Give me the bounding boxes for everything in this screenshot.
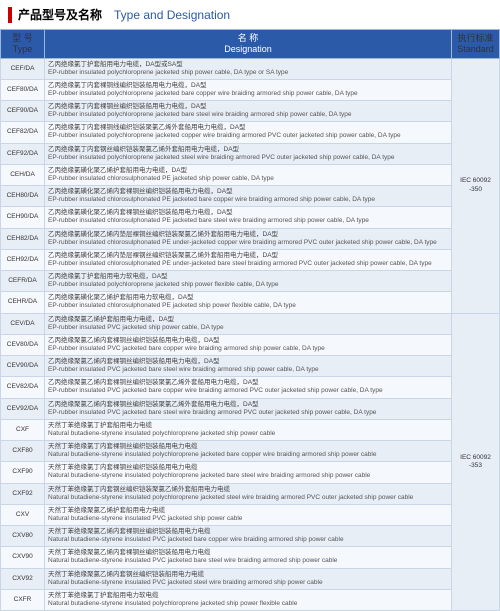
designation-cell: 乙丙绝缘氯丁护套船用电力软电缆，DA型EP-rubber insulated p… (45, 271, 452, 292)
table-row: CEH82/DA乙丙绝缘氯磺化聚乙烯内垫层裸铜丝编织铠装聚氯乙烯外套船用电力电缆… (1, 228, 500, 249)
accent-bar (8, 7, 12, 23)
table-row: CXV90天然丁苯绝缘聚氯乙烯内套裸钢丝编织铠装船用电力电缆Natural bu… (1, 547, 500, 568)
type-cell: CXF90 (1, 462, 45, 483)
title-cn: 产品型号及名称 (18, 6, 102, 23)
table-row: CEF92/DA乙丙绝缘氯丁内套钢丝编织铠装聚氯乙烯外套船用电力电缆，DA型EP… (1, 143, 500, 164)
table-row: CEF80/DA乙丙绝缘氯丁内套裸铜线编织铠装船用电力电缆，DA型EP-rubb… (1, 79, 500, 100)
table-row: CXF80天然丁苯绝缘氯丁内套裸铜丝编织铠装船用电力电缆Natural buta… (1, 441, 500, 462)
designation-cell: 天然丁苯绝缘氯丁护套船用电力电缆Natural butadiene-styren… (45, 419, 452, 440)
designation-cell: 乙丙绝缘聚氯乙烯护套船用电力电缆，DA型EP-rubber insulated … (45, 313, 452, 334)
table-header-row: 型 号Type 名 称Designation 执行标准Standard (1, 30, 500, 59)
designation-cell: 乙丙绝缘氯丁内套裸铜线编织铠装聚氯乙烯外套船用电力电缆，DA型EP-rubber… (45, 122, 452, 143)
designation-cell: 天然丁苯绝缘氯丁内套裸铜丝编织铠装船用电力电缆Natural butadiene… (45, 441, 452, 462)
type-cell: CEH80/DA (1, 186, 45, 207)
table-row: CEH/DA乙丙绝缘氯磺化聚乙烯护套船用电力电缆，DA型EP-rubber in… (1, 164, 500, 185)
type-cell: CEH82/DA (1, 228, 45, 249)
type-cell: CEV92/DA (1, 398, 45, 419)
type-cell: CXV90 (1, 547, 45, 568)
table-row: CEH90/DA乙丙绝缘氯磺化聚乙烯内套裸钢丝编织铠装船用电力电缆，DA型EP-… (1, 207, 500, 228)
table-row: CXF天然丁苯绝缘氯丁护套船用电力电缆Natural butadiene-sty… (1, 419, 500, 440)
designation-cell: 乙丙绝缘氯丁内套钢丝编织铠装聚氯乙烯外套船用电力电缆，DA型EP-rubber … (45, 143, 452, 164)
table-row: CEV82/DA乙丙绝缘聚氯乙烯内套裸铜丝编织铠装聚氯乙烯外套船用电力电缆，DA… (1, 377, 500, 398)
type-cell: CEF80/DA (1, 79, 45, 100)
col-desig-header: 名 称Designation (45, 30, 452, 59)
type-cell: CEF90/DA (1, 101, 45, 122)
designation-cell: 乙丙绝缘聚氯乙烯内套裸铜丝编织铠装船用电力电缆，DA型EP-rubber ins… (45, 334, 452, 355)
designation-cell: 乙丙绝缘氯丁内套裸钢丝编织铠装船用电力电缆，DA型EP-rubber insul… (45, 101, 452, 122)
standard-cell: IEC 60092 -353 (452, 313, 500, 611)
table-row: CXFR天然丁苯绝缘氯丁护套船用电力软电缆Natural butadiene-s… (1, 589, 500, 610)
standard-cell: IEC 60092 -350 (452, 58, 500, 313)
type-cell: CEF92/DA (1, 143, 45, 164)
designation-cell: 乙丙绝缘氯磺化聚乙烯内垫层裸钢丝编织铠装聚氯乙烯外套船用电力电缆，DA型EP-r… (45, 249, 452, 270)
table-row: CEHR/DA乙丙绝缘氯磺化聚乙烯护套船用电力软电缆，DA型EP-rubber … (1, 292, 500, 313)
type-cell: CEF/DA (1, 58, 45, 79)
table-row: CEH92/DA乙丙绝缘氯磺化聚乙烯内垫层裸钢丝编织铠装聚氯乙烯外套船用电力电缆… (1, 249, 500, 270)
type-cell: CEHR/DA (1, 292, 45, 313)
title-en: Type and Designation (114, 8, 230, 22)
type-cell: CXV (1, 504, 45, 525)
designation-cell: 乙丙绝缘聚氯乙烯内套裸钢丝编织铠装聚氯乙烯外套船用电力电缆，DA型EP-rubb… (45, 398, 452, 419)
table-row: CEF90/DA乙丙绝缘氯丁内套裸钢丝编织铠装船用电力电缆，DA型EP-rubb… (1, 101, 500, 122)
type-cell: CEH90/DA (1, 207, 45, 228)
section-header: 产品型号及名称 Type and Designation (0, 0, 500, 29)
designation-cell: 乙丙绝缘氯磺化聚乙烯护套船用电力软电缆，DA型EP-rubber insulat… (45, 292, 452, 313)
designation-cell: 乙丙绝缘氯丁内套裸铜线编织铠装船用电力电缆，DA型EP-rubber insul… (45, 79, 452, 100)
table-row: CXF92天然丁苯绝缘氯丁内套钢丝编织铠装聚氯乙烯外套船用电力电缆Natural… (1, 483, 500, 504)
table-row: CEV90/DA乙丙绝缘聚氯乙烯内套裸钢丝编织铠装船用电力电缆，DA型EP-ru… (1, 356, 500, 377)
table-row: CXV80天然丁苯绝缘聚氯乙烯内套裸铜丝编织铠装船用电力电缆Natural bu… (1, 526, 500, 547)
table-row: CEV80/DA乙丙绝缘聚氯乙烯内套裸铜丝编织铠装船用电力电缆，DA型EP-ru… (1, 334, 500, 355)
table-row: CXV天然丁苯绝缘聚氯乙烯护套船用电力电缆Natural butadiene-s… (1, 504, 500, 525)
designation-cell: 乙丙绝缘氯磺化聚乙烯护套船用电力电缆，DA型EP-rubber insulate… (45, 164, 452, 185)
table-row: CEF/DA乙丙绝缘氯丁护套船用电力电缆，DA型或SA型EP-rubber in… (1, 58, 500, 79)
designation-cell: 乙丙绝缘氯丁护套船用电力电缆，DA型或SA型EP-rubber insulate… (45, 58, 452, 79)
designation-cell: 天然丁苯绝缘聚氯乙烯内套裸钢丝编织铠装船用电力电缆Natural butadie… (45, 547, 452, 568)
designation-cell: 乙丙绝缘氯磺化聚乙烯内套裸钢丝编织铠装船用电力电缆，DA型EP-rubber i… (45, 207, 452, 228)
designation-cell: 天然丁苯绝缘氯丁护套船用电力软电缆Natural butadiene-styre… (45, 589, 452, 610)
table-row: CEH80/DA乙丙绝缘氯磺化聚乙烯内套裸铜丝编织铠装船用电力电缆，DA型EP-… (1, 186, 500, 207)
type-cell: CXF80 (1, 441, 45, 462)
table-row: CEFR/DA乙丙绝缘氯丁护套船用电力软电缆，DA型EP-rubber insu… (1, 271, 500, 292)
col-std-header: 执行标准Standard (452, 30, 500, 59)
designation-cell: 乙丙绝缘氯磺化聚乙烯内垫层裸铜丝编织铠装聚氯乙烯外套船用电力电缆，DA型EP-r… (45, 228, 452, 249)
designation-cell: 天然丁苯绝缘聚氯乙烯内套钢丝编织铠装船用电力电缆Natural butadien… (45, 568, 452, 589)
type-cell: CXF (1, 419, 45, 440)
designation-cell: 乙丙绝缘聚氯乙烯内套裸铜丝编织铠装聚氯乙烯外套船用电力电缆，DA型EP-rubb… (45, 377, 452, 398)
spec-table: 型 号Type 名 称Designation 执行标准Standard CEF/… (0, 29, 500, 611)
table-row: CXV92天然丁苯绝缘聚氯乙烯内套钢丝编织铠装船用电力电缆Natural but… (1, 568, 500, 589)
designation-cell: 天然丁苯绝缘氯丁内套钢丝编织铠装聚氯乙烯外套船用电力电缆Natural buta… (45, 483, 452, 504)
type-cell: CEV80/DA (1, 334, 45, 355)
type-cell: CEV82/DA (1, 377, 45, 398)
type-cell: CEH/DA (1, 164, 45, 185)
type-cell: CEH92/DA (1, 249, 45, 270)
col-type-header: 型 号Type (1, 30, 45, 59)
table-row: CXF90天然丁苯绝缘氯丁内套裸钢丝编织铠装船用电力电缆Natural buta… (1, 462, 500, 483)
table-row: CEF82/DA乙丙绝缘氯丁内套裸铜线编织铠装聚氯乙烯外套船用电力电缆，DA型E… (1, 122, 500, 143)
table-row: CEV/DA乙丙绝缘聚氯乙烯护套船用电力电缆，DA型EP-rubber insu… (1, 313, 500, 334)
designation-cell: 天然丁苯绝缘聚氯乙烯内套裸铜丝编织铠装船用电力电缆Natural butadie… (45, 526, 452, 547)
type-cell: CEF82/DA (1, 122, 45, 143)
type-cell: CXF92 (1, 483, 45, 504)
designation-cell: 天然丁苯绝缘氯丁内套裸钢丝编织铠装船用电力电缆Natural butadiene… (45, 462, 452, 483)
type-cell: CXFR (1, 589, 45, 610)
table-row: CEV92/DA乙丙绝缘聚氯乙烯内套裸钢丝编织铠装聚氯乙烯外套船用电力电缆，DA… (1, 398, 500, 419)
designation-cell: 乙丙绝缘聚氯乙烯内套裸钢丝编织铠装船用电力电缆，DA型EP-rubber ins… (45, 356, 452, 377)
designation-cell: 乙丙绝缘氯磺化聚乙烯内套裸铜丝编织铠装船用电力电缆，DA型EP-rubber i… (45, 186, 452, 207)
type-cell: CEV90/DA (1, 356, 45, 377)
type-cell: CEFR/DA (1, 271, 45, 292)
type-cell: CEV/DA (1, 313, 45, 334)
designation-cell: 天然丁苯绝缘聚氯乙烯护套船用电力电缆Natural butadiene-styr… (45, 504, 452, 525)
type-cell: CXV80 (1, 526, 45, 547)
type-cell: CXV92 (1, 568, 45, 589)
